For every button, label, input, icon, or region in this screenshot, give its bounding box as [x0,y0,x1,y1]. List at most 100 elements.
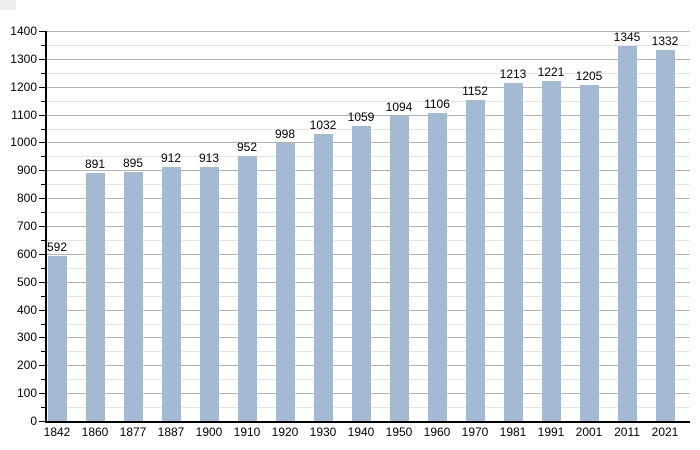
x-axis-label: 1930 [309,425,337,439]
x-axis-label: 1950 [385,425,413,439]
chart-plot-area: 592 891 895 912 913 952 998 1032 1059 1094 1106 115… [45,31,690,423]
y-axis-major-tick [39,31,45,32]
bar-value-label: 1032 [309,118,337,132]
x-axis-label: 1991 [537,425,565,439]
y-axis-minor-tick [41,240,45,241]
x-axis-label: 1940 [347,425,375,439]
x-axis-label: 1970 [461,425,489,439]
y-axis-major-tick [39,282,45,283]
bar-1940 [352,126,371,421]
y-axis-label: 900 [16,163,37,177]
y-axis-major-tick [39,59,45,60]
y-axis-label: 100 [16,386,37,400]
bar-2011 [618,46,637,421]
y-axis-label: 1400 [10,24,37,38]
bar-1970 [466,100,485,421]
y-axis-minor-tick [41,296,45,297]
x-axis-label: 1860 [81,425,109,439]
y-axis-major-tick [39,393,45,394]
y-axis-label: 200 [16,358,37,372]
y-axis-major-tick [39,310,45,311]
x-axis-label: 1842 [43,425,71,439]
y-axis-major-tick [39,365,45,366]
bar-value-label: 1332 [651,34,679,48]
y-axis-label: 400 [16,303,37,317]
y-axis-minor-tick [41,407,45,408]
gridline-major [47,115,690,116]
x-axis-label: 1877 [119,425,147,439]
gridline-major [47,59,690,60]
x-axis-label: 1981 [499,425,527,439]
bar-value-label: 891 [84,157,106,171]
bar-1877 [124,172,143,421]
y-axis-label: 1300 [10,52,37,66]
bar-1910 [238,156,257,421]
gridline-major [47,87,690,88]
bar-2001 [580,85,599,421]
bar-1991 [542,81,561,421]
gridline-minor [47,101,690,102]
y-axis-label: 500 [16,275,37,289]
bar-1860 [86,173,105,421]
bar-value-label: 998 [274,127,296,141]
y-axis-minor-tick [41,73,45,74]
x-axis-label: 1920 [271,425,299,439]
x-axis-label: 1900 [195,425,223,439]
bar-value-label: 1345 [613,30,641,44]
bar-1920 [276,143,295,421]
y-axis-minor-tick [41,156,45,157]
y-axis-minor-tick [41,129,45,130]
y-axis-minor-tick [41,184,45,185]
y-axis-minor-tick [41,101,45,102]
y-axis-minor-tick [41,379,45,380]
y-axis-minor-tick [41,351,45,352]
bar-1981 [504,83,523,421]
y-axis-minor-tick [41,268,45,269]
y-axis-minor-tick [41,45,45,46]
bar-value-label: 1205 [575,69,603,83]
gridline-minor [47,45,690,46]
bar-value-label: 1152 [462,84,488,98]
y-axis-minor-tick [41,324,45,325]
bar-1887 [162,167,181,421]
x-axis-label: 2001 [575,425,603,439]
bar-value-label: 913 [198,151,220,165]
bar-value-label: 1106 [424,97,450,111]
screen-corner-artifact [0,0,16,10]
y-axis-label: 300 [16,330,37,344]
y-axis-major-tick [39,142,45,143]
bar-value-label: 1094 [385,100,413,114]
y-axis-label: 1200 [10,80,37,94]
bar-1950 [390,116,409,421]
x-axis-label: 1910 [233,425,261,439]
bar-value-label: 1059 [347,110,375,124]
x-axis-label: 1887 [157,425,185,439]
y-axis-label: 600 [16,247,37,261]
bar-value-label: 1221 [537,65,565,79]
bar-value-label: 912 [160,151,182,165]
bar-value-label: 895 [122,156,144,170]
x-axis-label: 2011 [614,425,640,439]
y-axis-major-tick [39,421,45,422]
bar-1960 [428,113,447,421]
x-axis-label: 1960 [423,425,451,439]
gridline-major [47,31,690,32]
y-axis-major-tick [39,115,45,116]
bar-value-label: 952 [236,140,258,154]
bar-1842 [48,256,67,421]
x-axis-label: 2021 [651,425,679,439]
y-axis-major-tick [39,226,45,227]
y-axis-label: 800 [16,191,37,205]
y-axis-label: 700 [16,219,37,233]
bar-value-label: 1213 [499,67,527,81]
y-axis-major-tick [39,87,45,88]
gridline-minor [47,73,690,74]
bar-value-label: 592 [46,240,68,254]
bar-1900 [200,167,219,421]
y-axis-label: 0 [30,414,37,428]
y-axis-major-tick [39,170,45,171]
y-axis-major-tick [39,254,45,255]
y-axis-major-tick [39,198,45,199]
y-axis-label: 1100 [11,108,37,122]
